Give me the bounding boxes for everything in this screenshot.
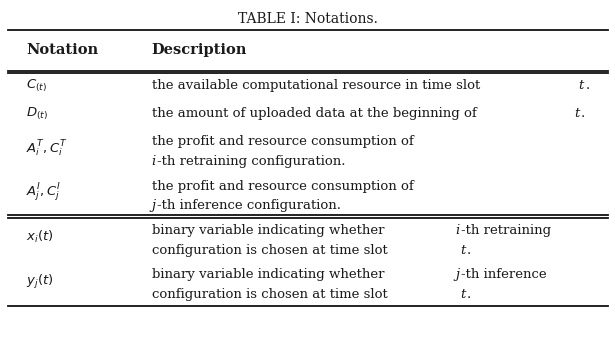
Text: binary variable indicating whether: binary variable indicating whether (152, 268, 388, 281)
Text: configuration is chosen at time slot: configuration is chosen at time slot (152, 244, 392, 257)
Text: t: t (574, 107, 580, 120)
Text: -th retraining: -th retraining (461, 224, 551, 237)
Text: $C_{(t)}$: $C_{(t)}$ (26, 77, 47, 94)
Text: the profit and resource consumption of: the profit and resource consumption of (152, 180, 413, 193)
Text: .: . (467, 288, 471, 301)
Text: t: t (460, 288, 465, 301)
Text: t: t (578, 79, 584, 92)
Text: -th retraining configuration.: -th retraining configuration. (157, 155, 346, 168)
Text: .: . (467, 244, 471, 257)
Text: -th inference: -th inference (461, 268, 546, 281)
Text: j: j (456, 268, 460, 281)
Text: i: i (152, 155, 156, 168)
Text: -th inference configuration.: -th inference configuration. (157, 199, 341, 212)
Text: .: . (586, 79, 590, 92)
Text: j: j (152, 199, 156, 212)
Text: .: . (581, 107, 585, 120)
Text: the profit and resource consumption of: the profit and resource consumption of (152, 135, 413, 148)
Text: binary variable indicating whether: binary variable indicating whether (152, 224, 388, 237)
Text: $D_{(t)}$: $D_{(t)}$ (26, 105, 48, 121)
Text: Description: Description (152, 43, 247, 57)
Text: configuration is chosen at time slot: configuration is chosen at time slot (152, 288, 392, 301)
Text: $y_j(t)$: $y_j(t)$ (26, 272, 54, 291)
Text: t: t (460, 244, 465, 257)
Text: i: i (456, 224, 460, 237)
Text: TABLE I: Notations.: TABLE I: Notations. (238, 12, 378, 26)
Text: $x_i(t)$: $x_i(t)$ (26, 229, 54, 245)
Text: $A_i^T, C_i^T$: $A_i^T, C_i^T$ (26, 138, 68, 159)
Text: the available computational resource in time slot: the available computational resource in … (152, 79, 484, 92)
Text: $A_j^I, C_j^I$: $A_j^I, C_j^I$ (26, 182, 61, 204)
Text: the amount of uploaded data at the beginning of: the amount of uploaded data at the begin… (152, 107, 480, 120)
Text: Notation: Notation (26, 43, 98, 57)
